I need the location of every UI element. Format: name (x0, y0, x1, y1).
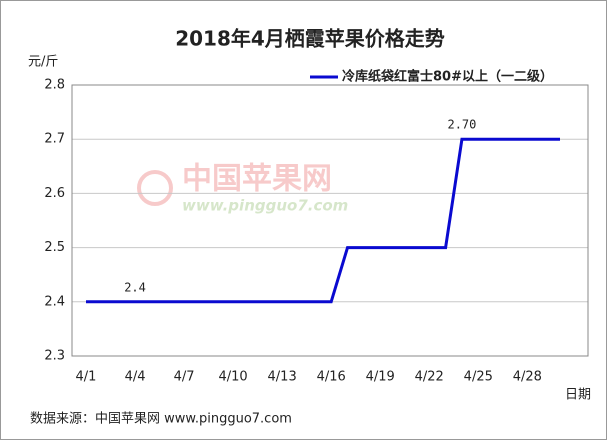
y-tick-label: 2.8 (44, 78, 65, 93)
y-tick-label: 2.6 (44, 186, 65, 201)
watermark: 中国苹果网 www.pingguo7.com (137, 162, 348, 215)
line (86, 137, 560, 304)
data-label: 2.70 (447, 118, 476, 132)
y-tick-label: 2.3 (44, 349, 65, 364)
source: 数据来源：中国苹果网 www.pingguo7.com (30, 412, 292, 427)
y-tick-label: 2.7 (44, 132, 65, 147)
plot-frame (71, 84, 589, 357)
watermark-url: www.pingguo7.com (182, 197, 348, 215)
watermark-logo (137, 170, 173, 206)
x-tick-label: 4/28 (513, 370, 542, 385)
chart-title: 2018年4月栖霞苹果价格走势 (175, 27, 445, 51)
y-axis-label: 元/斤 (28, 55, 58, 70)
x-tick-label: 4/4 (125, 370, 146, 385)
watermark-name: 中国苹果网 (182, 162, 332, 197)
y-tick-label: 2.4 (44, 294, 65, 309)
x-tick-label: 4/10 (219, 370, 248, 385)
data-label: 2.4 (124, 280, 146, 294)
x-axis-label: 日期 (565, 388, 591, 403)
x-tick-label: 4/13 (268, 370, 297, 385)
x-tick-label: 4/19 (366, 370, 395, 385)
legend-label: 冷库纸袋红富士80#以上（一二级） (342, 69, 553, 85)
x-tick-label: 4/16 (317, 370, 346, 385)
y-tick-label: 2.5 (44, 240, 65, 255)
x-tick-label: 4/25 (464, 370, 493, 385)
x-tick-label: 4/7 (174, 370, 195, 385)
x-tick-label: 4/22 (415, 370, 444, 385)
x-tick-label: 4/1 (76, 370, 97, 385)
